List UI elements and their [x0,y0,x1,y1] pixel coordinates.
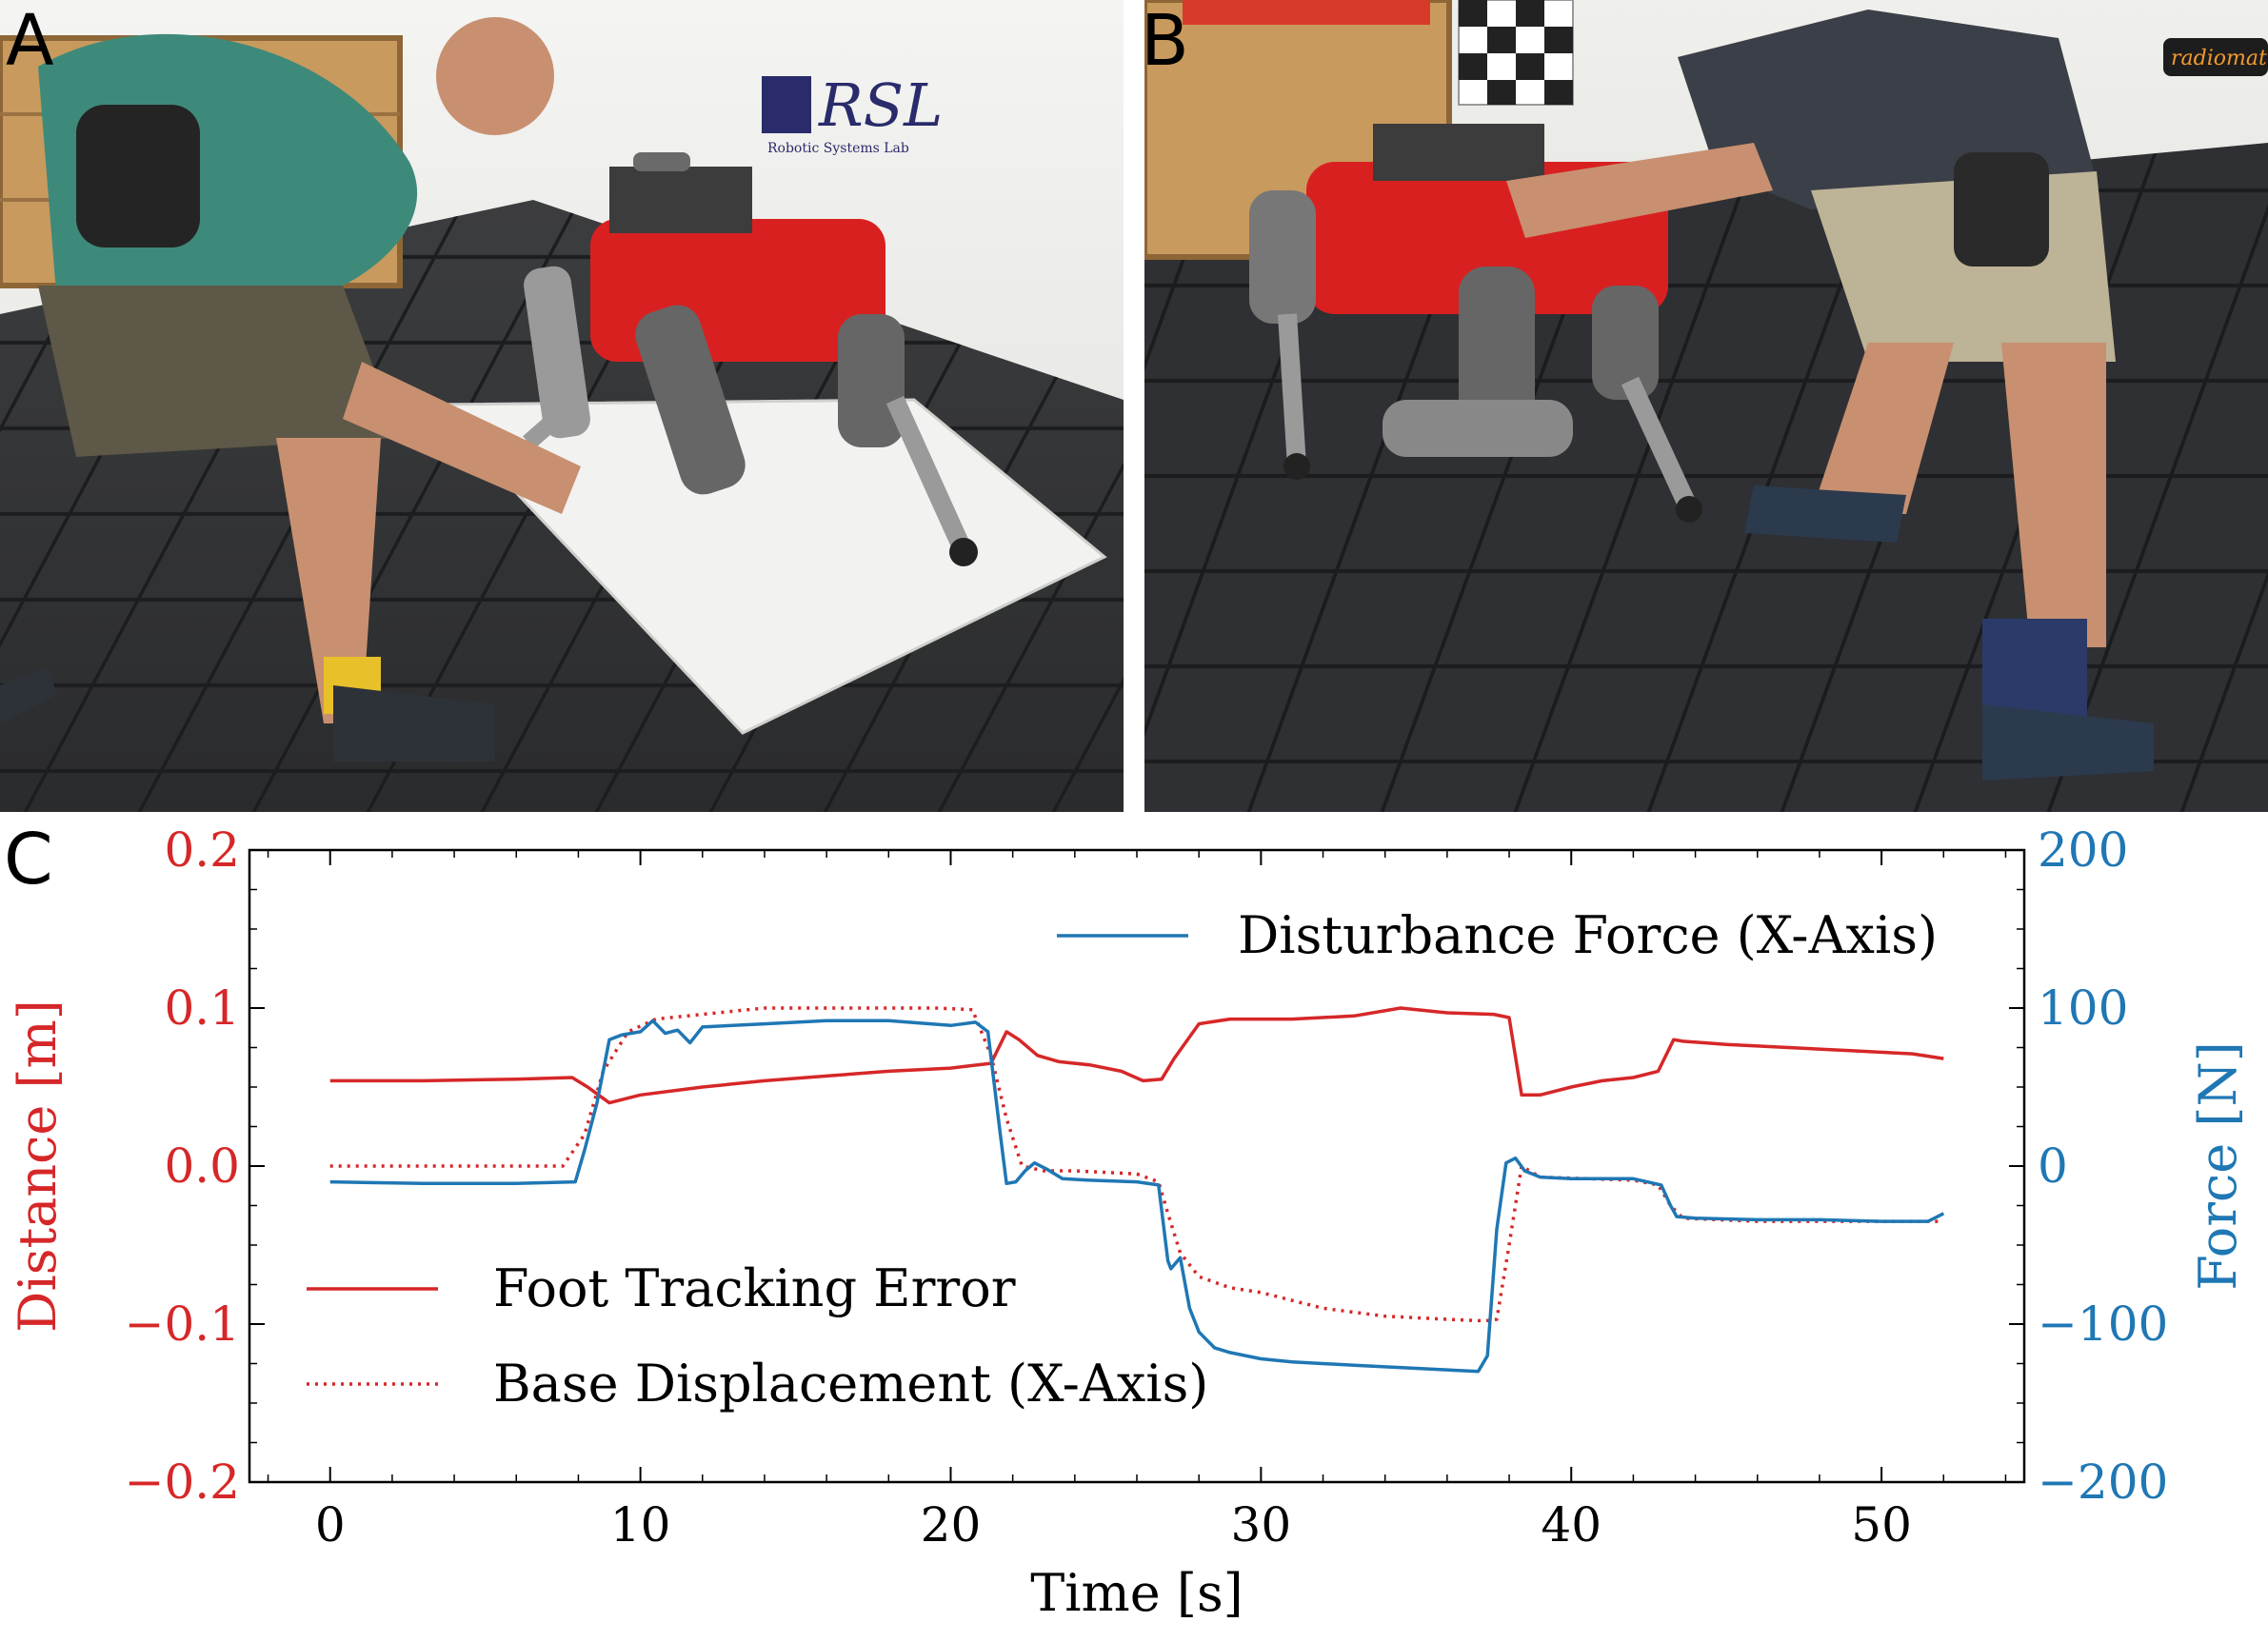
x-tick-label: 0 [315,1497,346,1553]
series-line-2 [329,1019,1945,1374]
legend-disturbance: Disturbance Force (X-Axis) [1057,905,1938,965]
person-b: radiomatic [1506,10,2268,781]
series-layer [329,1006,1945,1374]
series-line-0 [329,1006,1944,1105]
y-left-tick-label: −0.2 [125,1454,240,1510]
rsl-logo-subtitle: Robotic Systems Lab [767,141,909,156]
robot-a [523,152,978,566]
radiomatic-badge [2163,38,2268,76]
x-tick-label: 20 [921,1497,982,1553]
photo-b-illustration: radiomatic [1144,0,2268,812]
y-left-tick-label: 0.2 [164,822,240,878]
radiomatic-badge-text: radiomatic [2171,47,2268,70]
legend-base-displacement-label: Base Displacement (X-Axis) [493,1354,1208,1414]
rsl-logo: RSL Robotic Systems Lab [762,70,943,156]
legend-disturbance-label: Disturbance Force (X-Axis) [1238,905,1938,965]
x-tick-label: 40 [1541,1497,1602,1553]
y-right-tick-label: 100 [2038,980,2128,1036]
panel-label-a: A [6,0,54,82]
y-left-tick-label: 0.1 [164,980,240,1036]
rsl-logo-text: RSL [818,70,943,140]
y-axis-label-left: Distance [m] [8,999,68,1333]
legend-foot-base: Foot Tracking Error Base Displacement (X… [307,1258,1208,1414]
series-line-1 [329,1006,1944,1323]
legend-foot-tracking-label: Foot Tracking Error [493,1258,1016,1318]
checkerboard [1458,0,1574,106]
y-left-tick-label: 0.0 [164,1138,240,1194]
photo-panel-a: RSL Robotic Systems Lab [0,0,1124,812]
x-axis-label: Time [s] [1030,1563,1243,1623]
panel-label-c: C [4,819,53,900]
y-right-tick-label: −100 [2038,1296,2168,1352]
y-right-tick-label: −200 [2038,1454,2168,1510]
ticks-layer: 0 10 20 30 40 50 −0.2 −0.1 0.0 0.1 0.2 −200 −100 0 100… [125,822,2169,1553]
x-tick-label: 10 [610,1497,671,1553]
photo-a-illustration: RSL Robotic Systems Lab [0,0,1124,812]
robot-b [1249,124,1702,523]
y-axis-label-right: Force [N] [2188,1041,2248,1291]
photo-panel-b: radiomatic [1144,0,2268,812]
panel-label-b: B [1141,0,1189,82]
person-a [0,17,581,762]
x-tick-label: 30 [1231,1497,1292,1553]
x-tick-label: 50 [1851,1497,1912,1553]
y-right-tick-label: 0 [2038,1138,2068,1194]
y-right-tick-label: 200 [2038,822,2128,878]
y-left-tick-label: −0.1 [125,1296,240,1352]
